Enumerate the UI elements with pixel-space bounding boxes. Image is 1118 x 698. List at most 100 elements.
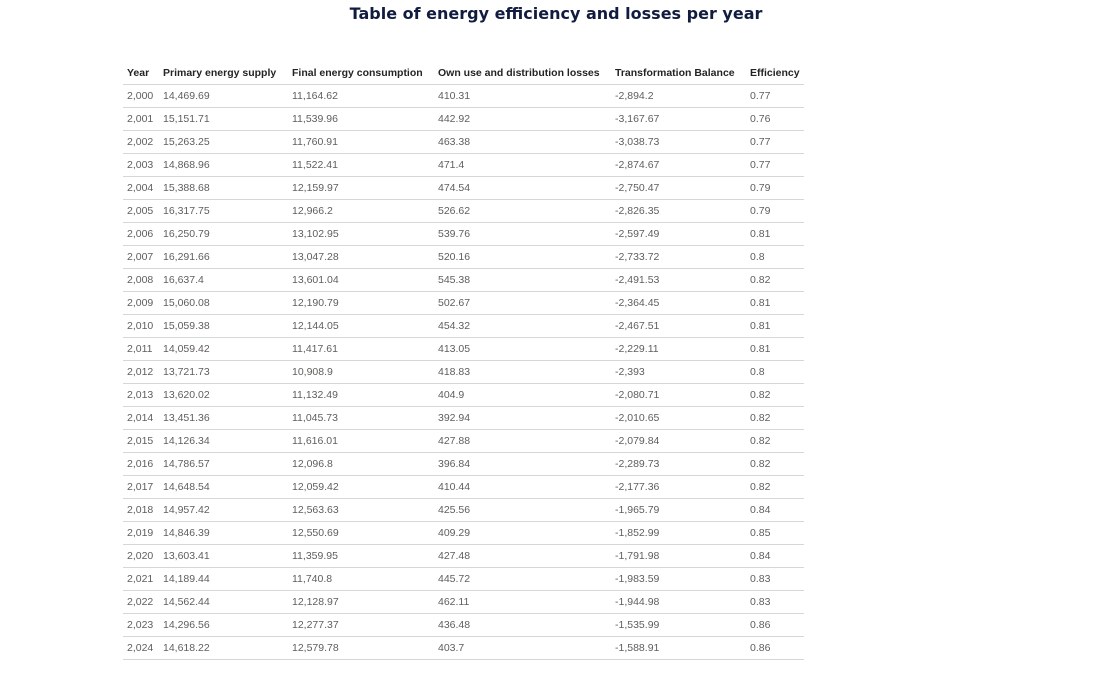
cell-efficiency: 0.85 [746,521,804,545]
table-row: 2,008 16,637.4 13,601.04 545.38 -2,491.53 0.8… [123,268,804,292]
cell-primary-energy-supply: 13,620.02 [159,383,288,407]
cell-transformation-balance: -2,364.45 [611,291,746,315]
cell-efficiency: 0.82 [746,429,804,453]
cell-final-energy-consumption: 12,550.69 [288,521,434,545]
column-header-final-energy-consumption[interactable]: Final energy consumption [292,67,423,79]
cell-primary-energy-supply: 14,618.22 [159,636,288,660]
cell-transformation-balance: -2,079.84 [611,429,746,453]
cell-final-energy-consumption: 11,359.95 [288,544,434,568]
table-row: 2,004 15,388.68 12,159.97 474.54 -2,750.47 0.… [123,176,804,200]
table-row: 2,000 14,469.69 11,164.62 410.31 -2,894.2 0.7… [123,84,804,108]
cell-final-energy-consumption: 11,164.62 [288,84,434,108]
cell-own-use-distribution-losses: 474.54 [434,176,611,200]
cell-final-energy-consumption: 12,059.42 [288,475,434,499]
cell-year: 2,017 [123,475,159,499]
table-row: 2,023 14,296.56 12,277.37 436.48 -1,535.99 0.… [123,613,804,637]
cell-own-use-distribution-losses: 545.38 [434,268,611,292]
cell-primary-energy-supply: 13,721.73 [159,360,288,384]
cell-primary-energy-supply: 16,637.4 [159,268,288,292]
cell-efficiency: 0.82 [746,383,804,407]
cell-own-use-distribution-losses: 442.92 [434,107,611,131]
cell-primary-energy-supply: 15,263.25 [159,130,288,154]
cell-year: 2,003 [123,153,159,177]
cell-primary-energy-supply: 14,189.44 [159,567,288,591]
energy-table: Year Primary energy supply Final energy … [123,62,804,660]
cell-year: 2,008 [123,268,159,292]
column-header-transformation-balance[interactable]: Transformation Balance [615,67,735,79]
table-row: 2,001 15,151.71 11,539.96 442.92 -3,167.67 0.… [123,107,804,131]
cell-final-energy-consumption: 12,966.2 [288,199,434,223]
table-row: 2,016 14,786.57 12,096.8 396.84 -2,289.73 0.8… [123,452,804,476]
cell-own-use-distribution-losses: 454.32 [434,314,611,338]
cell-year: 2,002 [123,130,159,154]
cell-efficiency: 0.8 [746,360,804,384]
cell-efficiency: 0.84 [746,498,804,522]
cell-year: 2,024 [123,636,159,660]
cell-primary-energy-supply: 16,317.75 [159,199,288,223]
cell-efficiency: 0.81 [746,337,804,361]
cell-final-energy-consumption: 12,579.78 [288,636,434,660]
cell-final-energy-consumption: 11,760.91 [288,130,434,154]
cell-final-energy-consumption: 12,159.97 [288,176,434,200]
cell-efficiency: 0.76 [746,107,804,131]
table-row: 2,011 14,059.42 11,417.61 413.05 -2,229.11 0.… [123,337,804,361]
table-row: 2,002 15,263.25 11,760.91 463.38 -3,038.73 0.… [123,130,804,154]
cell-primary-energy-supply: 15,059.38 [159,314,288,338]
cell-efficiency: 0.81 [746,291,804,315]
cell-own-use-distribution-losses: 471.4 [434,153,611,177]
cell-final-energy-consumption: 11,616.01 [288,429,434,453]
cell-final-energy-consumption: 11,417.61 [288,337,434,361]
cell-own-use-distribution-losses: 403.7 [434,636,611,660]
cell-primary-energy-supply: 14,296.56 [159,613,288,637]
cell-transformation-balance: -3,038.73 [611,130,746,154]
cell-transformation-balance: -1,852.99 [611,521,746,545]
cell-efficiency: 0.81 [746,222,804,246]
cell-transformation-balance: -1,983.59 [611,567,746,591]
cell-primary-energy-supply: 14,957.42 [159,498,288,522]
cell-efficiency: 0.83 [746,590,804,614]
cell-own-use-distribution-losses: 396.84 [434,452,611,476]
cell-primary-energy-supply: 14,846.39 [159,521,288,545]
cell-year: 2,006 [123,222,159,246]
cell-efficiency: 0.82 [746,406,804,430]
column-header-year[interactable]: Year [127,67,150,79]
table-row: 2,003 14,868.96 11,522.41 471.4 -2,874.67 0.7… [123,153,804,177]
cell-year: 2,016 [123,452,159,476]
cell-final-energy-consumption: 11,522.41 [288,153,434,177]
cell-transformation-balance: -2,874.67 [611,153,746,177]
table-row: 2,010 15,059.38 12,144.05 454.32 -2,467.51 0.… [123,314,804,338]
cell-year: 2,001 [123,107,159,131]
cell-own-use-distribution-losses: 404.9 [434,383,611,407]
cell-transformation-balance: -2,080.71 [611,383,746,407]
cell-own-use-distribution-losses: 445.72 [434,567,611,591]
cell-transformation-balance: -2,177.36 [611,475,746,499]
table-row: 2,005 16,317.75 12,966.2 526.62 -2,826.35 0.7… [123,199,804,223]
cell-year: 2,010 [123,314,159,338]
cell-year: 2,023 [123,613,159,637]
table-row: 2,024 14,618.22 12,579.78 403.7 -1,588.91 0.8… [123,636,804,660]
cell-transformation-balance: -2,733.72 [611,245,746,269]
cell-primary-energy-supply: 14,562.44 [159,590,288,614]
cell-primary-energy-supply: 15,060.08 [159,291,288,315]
column-header-own-use-distribution-losses[interactable]: Own use and distribution losses [438,67,600,79]
column-header-efficiency[interactable]: Efficiency [750,67,800,79]
cell-transformation-balance: -2,229.11 [611,337,746,361]
cell-own-use-distribution-losses: 409.29 [434,521,611,545]
cell-efficiency: 0.8 [746,245,804,269]
table-row: 2,022 14,562.44 12,128.97 462.11 -1,944.98 0.… [123,590,804,614]
cell-transformation-balance: -2,894.2 [611,84,746,108]
cell-own-use-distribution-losses: 462.11 [434,590,611,614]
cell-efficiency: 0.82 [746,452,804,476]
cell-year: 2,012 [123,360,159,384]
cell-own-use-distribution-losses: 539.76 [434,222,611,246]
table-row: 2,013 13,620.02 11,132.49 404.9 -2,080.71 0.8… [123,383,804,407]
column-header-primary-energy-supply[interactable]: Primary energy supply [163,67,277,79]
cell-year: 2,013 [123,383,159,407]
cell-primary-energy-supply: 14,648.54 [159,475,288,499]
cell-final-energy-consumption: 12,096.8 [288,452,434,476]
cell-efficiency: 0.82 [746,268,804,292]
table-row: 2,018 14,957.42 12,563.63 425.56 -1,965.79 0.… [123,498,804,522]
table-row: 2,017 14,648.54 12,059.42 410.44 -2,177.36 0.… [123,475,804,499]
cell-transformation-balance: -2,467.51 [611,314,746,338]
cell-own-use-distribution-losses: 502.67 [434,291,611,315]
